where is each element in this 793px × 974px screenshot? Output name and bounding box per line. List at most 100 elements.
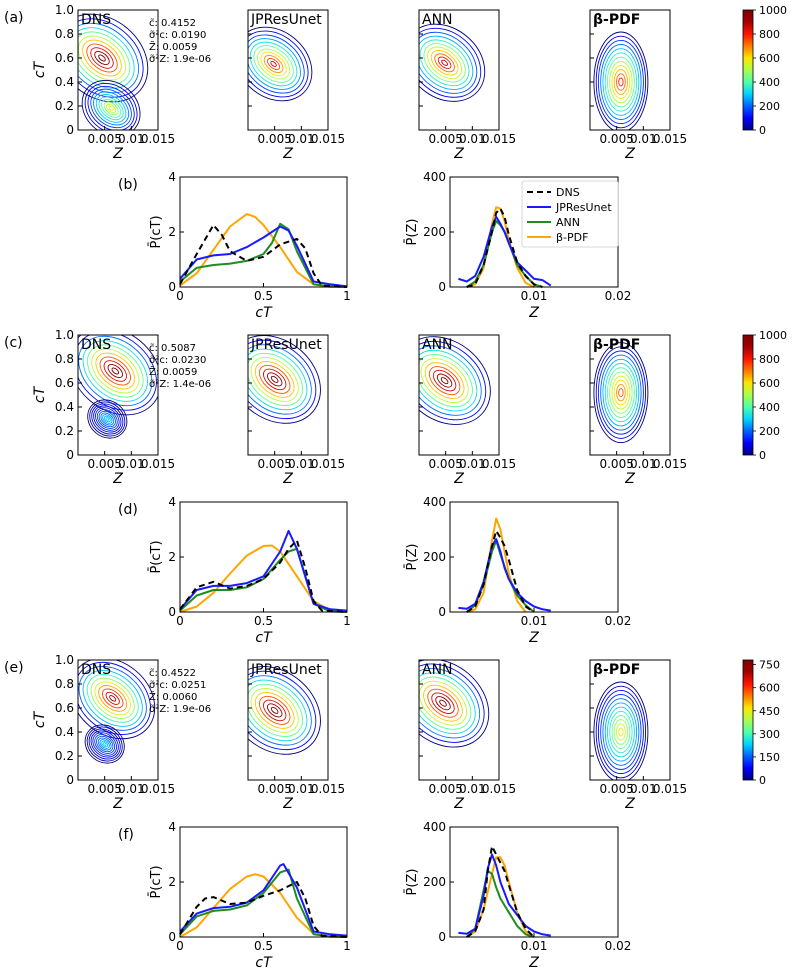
x-tick-label: 0.015 bbox=[311, 782, 345, 796]
series-line-ann bbox=[179, 222, 348, 288]
contour-level-0-3 bbox=[82, 340, 148, 402]
contour-level-0-1 bbox=[78, 335, 157, 411]
subfigure-label: (f) bbox=[118, 827, 134, 843]
y-axis-label: cT bbox=[32, 60, 48, 78]
panel-title: ANN bbox=[422, 337, 453, 353]
x-tick-label: 0.5 bbox=[254, 289, 273, 303]
y-tick-label: 400 bbox=[423, 495, 446, 509]
contour-level-1-6 bbox=[96, 735, 114, 753]
contour-level-0-6 bbox=[424, 362, 465, 400]
contour-level-0-0 bbox=[593, 342, 649, 444]
contour-level-1-2 bbox=[88, 728, 121, 760]
y-tick-label: 0.2 bbox=[55, 749, 74, 763]
y-tick-label: 0.8 bbox=[55, 677, 74, 691]
contour-level-0-10 bbox=[616, 383, 626, 402]
stat-line: c̃: 0.4522 bbox=[149, 667, 196, 679]
series-line-jpresunet bbox=[458, 853, 551, 937]
contour-level-1-5 bbox=[96, 409, 118, 429]
contour-level-0-4 bbox=[419, 676, 472, 730]
contour-level-0-5 bbox=[253, 45, 294, 83]
series-line-jpresunet bbox=[179, 529, 348, 612]
x-tick-label: 0.015 bbox=[141, 132, 175, 146]
x-tick-label: 0.015 bbox=[482, 132, 516, 146]
contour-level-1-0 bbox=[87, 399, 128, 439]
contour-level-1-9 bbox=[101, 740, 109, 748]
panel-title: JPResUnet bbox=[250, 337, 322, 353]
subfigure-label: (b) bbox=[118, 177, 138, 193]
x-axis-label: Z bbox=[112, 146, 123, 162]
stat-line: σ̃²c: 0.0251 bbox=[149, 679, 206, 691]
contour-level-0-5 bbox=[91, 348, 140, 394]
axes-frame bbox=[77, 334, 159, 456]
contour-level-0-2 bbox=[597, 689, 644, 775]
y-axis-label: cT bbox=[32, 710, 48, 728]
x-tick-label: 0 bbox=[176, 614, 184, 628]
x-tick-label: 0.02 bbox=[605, 289, 632, 303]
axes-frame bbox=[449, 501, 619, 613]
series-line-dns bbox=[179, 881, 348, 938]
contour-level-0-5 bbox=[250, 356, 299, 402]
axes-frame bbox=[77, 659, 159, 781]
series-line-dns bbox=[466, 207, 543, 288]
contour-level-1-8 bbox=[102, 414, 113, 424]
colorbar-tick-label: 1000 bbox=[759, 329, 787, 342]
x-axis-label: Z bbox=[624, 796, 635, 812]
contour-level-0-9 bbox=[613, 69, 629, 95]
x-tick-label: 0.01 bbox=[459, 782, 486, 796]
contour-level-0-7 bbox=[609, 60, 633, 104]
contour-level-0-0 bbox=[593, 31, 649, 130]
contour-level-0-3 bbox=[419, 672, 476, 734]
y-axis-label: cT bbox=[32, 385, 48, 403]
contour-level-0-1 bbox=[248, 30, 309, 98]
contour-level-1-7 bbox=[101, 99, 122, 118]
contour-level-0-1 bbox=[419, 663, 485, 743]
x-tick-label: 0.005 bbox=[87, 457, 121, 471]
y-tick-label: 0.8 bbox=[55, 27, 74, 41]
contour-level-0-10 bbox=[439, 699, 447, 707]
x-tick-label: 0.015 bbox=[653, 457, 687, 471]
panel-title: ANN bbox=[422, 12, 453, 28]
contour-level-0-5 bbox=[423, 43, 466, 83]
axes-frame bbox=[179, 826, 348, 938]
contour-level-0-6 bbox=[257, 48, 291, 80]
z-pdf-panel: 0.01 0.02 0 200 400 Z P̄(Z) DNS JPResUnet ANN β-PD… bbox=[405, 170, 632, 321]
contour-level-0-10 bbox=[270, 61, 277, 67]
colorbar-gradient bbox=[742, 334, 754, 456]
x-tick-label: 1 bbox=[343, 939, 351, 953]
x-tick-label: 0.01 bbox=[459, 132, 486, 146]
contour-level-0-2 bbox=[78, 666, 147, 731]
y-tick-label: 0 bbox=[66, 448, 74, 462]
contour-level-0-9 bbox=[107, 363, 123, 379]
contour-level-0-11 bbox=[618, 727, 624, 737]
axes-frame bbox=[179, 176, 348, 288]
x-tick-label: 0 bbox=[176, 289, 184, 303]
panel-title: β-PDF bbox=[593, 662, 640, 678]
contour-level-0-3 bbox=[419, 349, 478, 412]
contour-level-0-10 bbox=[111, 367, 120, 375]
contour-level-0-2 bbox=[419, 31, 478, 94]
panel-title: JPResUnet bbox=[250, 12, 322, 28]
contour-level-0-8 bbox=[432, 369, 457, 392]
contour-level-0-0 bbox=[78, 335, 158, 416]
y-tick-label: 1.0 bbox=[55, 328, 74, 342]
contour-level-1-10 bbox=[108, 106, 114, 111]
contour-level-0-10 bbox=[441, 59, 448, 66]
x-tick-label: 0.005 bbox=[428, 782, 462, 796]
contour-level-0-5 bbox=[420, 358, 469, 404]
colorbar-tick-label: 0 bbox=[759, 449, 766, 462]
contour-level-0-9 bbox=[613, 719, 629, 745]
contour-level-0-6 bbox=[95, 352, 136, 390]
y-axis-label: P̄(cT) bbox=[149, 865, 164, 898]
x-tick-label: 0.02 bbox=[605, 614, 632, 628]
y-tick-label: 200 bbox=[423, 225, 446, 239]
contour-level-0-1 bbox=[78, 661, 151, 735]
y-axis-label: P̄(cT) bbox=[149, 540, 164, 573]
panel-title: DNS bbox=[81, 12, 111, 28]
x-tick-label: 0.015 bbox=[311, 457, 345, 471]
x-tick-label: 0.01 bbox=[459, 457, 486, 471]
x-tick-label: 0 bbox=[176, 939, 184, 953]
colorbar: 0 150 300 450 600 750 bbox=[742, 659, 780, 787]
